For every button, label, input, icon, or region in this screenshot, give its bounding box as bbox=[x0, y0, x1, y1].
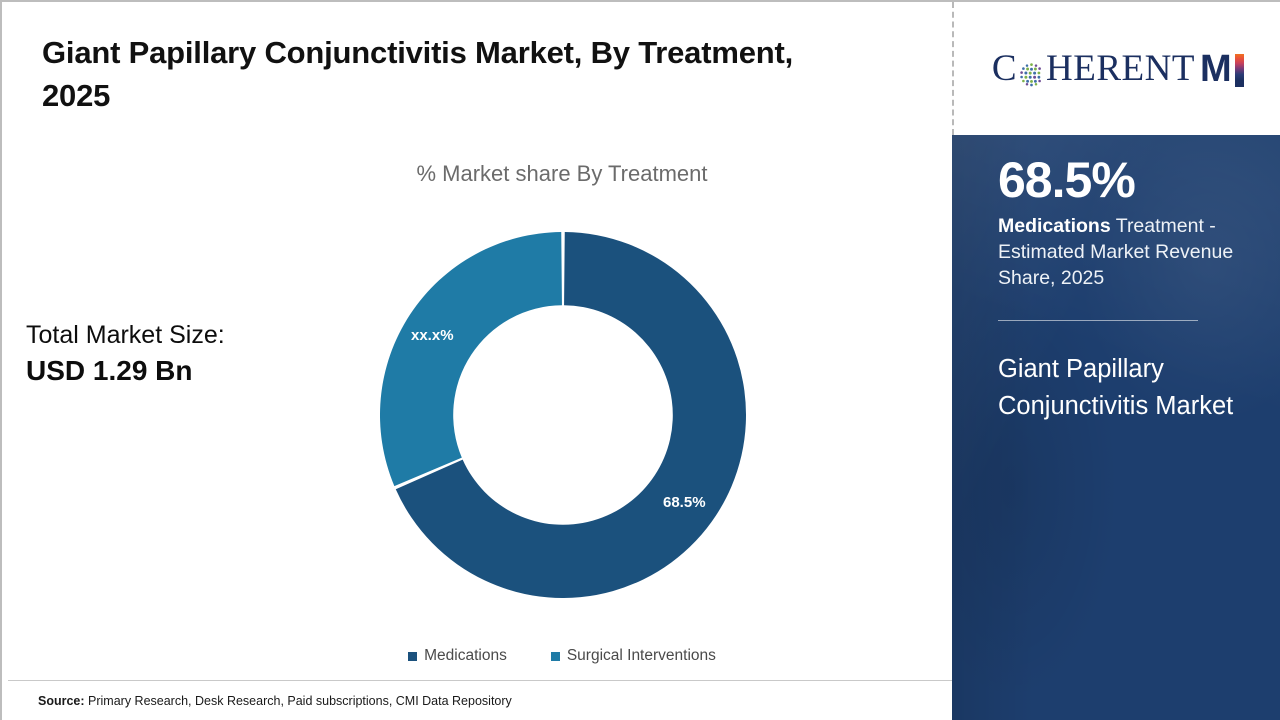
chart-subtitle: % Market share By Treatment bbox=[416, 161, 708, 186]
legend-swatch-medications bbox=[408, 651, 418, 661]
logo-letter-i-bar bbox=[1235, 54, 1245, 87]
side-stat-panel: 68.5% Medications Treatment - Estimated … bbox=[952, 135, 1280, 720]
source-note: Source: Primary Research, Desk Research,… bbox=[38, 694, 512, 708]
legend-swatch-surgical-interventions bbox=[550, 651, 560, 661]
total-market-size-value: USD 1.29 Bn bbox=[26, 354, 193, 386]
panel-market-name: Giant Papillary Conjunctivitis Market bbox=[998, 354, 1234, 420]
footer-divider bbox=[8, 680, 952, 681]
panel-divider bbox=[998, 319, 1198, 321]
stat-value: 68.5% bbox=[998, 152, 1136, 208]
donut-chart: xx.x% 68.5% bbox=[380, 232, 746, 598]
legend-item-surgical-interventions[interactable]: Surgical Interventions bbox=[550, 647, 716, 665]
legend-item-medications[interactable]: Medications bbox=[408, 647, 507, 665]
donut-slice-medications[interactable] bbox=[395, 232, 746, 598]
stat-description: Medications Treatment - Estimated Market… bbox=[998, 214, 1252, 292]
page-title: Giant Papillary Conjunctivitis Market, B… bbox=[42, 35, 794, 113]
brand-logo-area: C bbox=[954, 2, 1280, 135]
legend-label-medications: Medications bbox=[424, 647, 507, 664]
slice-label-surgical: xx.x% bbox=[411, 327, 454, 344]
logo-letter-m: M bbox=[1199, 47, 1233, 90]
panel-dashed-separator bbox=[952, 2, 954, 135]
chart-legend: Medications Surgical Interventions bbox=[362, 647, 762, 665]
logo-letter-c: C bbox=[991, 48, 1018, 89]
donut-slice-surgical-interventions[interactable] bbox=[380, 232, 562, 487]
legend-label-surgical-interventions: Surgical Interventions bbox=[566, 647, 716, 664]
total-market-size-block: Total Market Size: USD 1.29 Bn bbox=[26, 320, 356, 388]
stat-description-rest: Treatment - Estimated Market Revenue Sha… bbox=[998, 215, 1234, 289]
total-market-size-label: Total Market Size: bbox=[26, 321, 225, 349]
source-label: Source: bbox=[38, 694, 85, 708]
donut-chart-svg bbox=[380, 232, 746, 598]
stat-description-highlight: Medications bbox=[998, 215, 1111, 237]
slice-label-medications: 68.5% bbox=[663, 494, 706, 511]
logo-text-herent: HERENT bbox=[1046, 48, 1195, 89]
coherentmi-logo[interactable]: C bbox=[991, 47, 1245, 90]
source-text: Primary Research, Desk Research, Paid su… bbox=[84, 694, 512, 708]
globe-dots-icon bbox=[1018, 58, 1045, 87]
